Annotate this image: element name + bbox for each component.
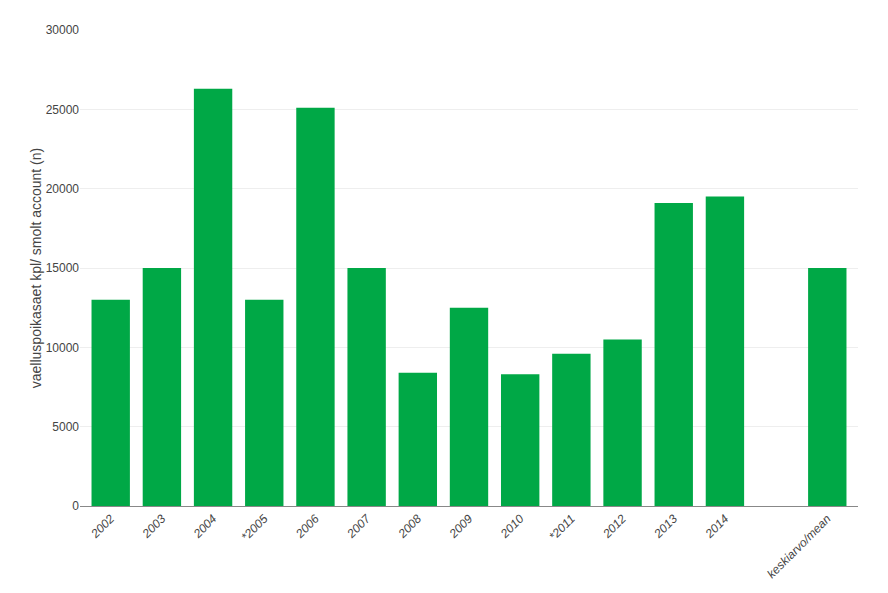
svg-text:keskiarvo/mean: keskiarvo/mean xyxy=(764,512,834,582)
svg-text:2007: 2007 xyxy=(344,511,374,541)
svg-text:2008: 2008 xyxy=(395,512,425,542)
svg-text:*2011: *2011 xyxy=(546,512,577,543)
svg-text:30000: 30000 xyxy=(46,23,80,37)
svg-text:2010: 2010 xyxy=(497,512,527,542)
svg-text:2003: 2003 xyxy=(139,512,169,542)
svg-text:2014: 2014 xyxy=(702,512,732,542)
svg-text:2012: 2012 xyxy=(599,512,629,542)
svg-text:2009: 2009 xyxy=(446,512,476,542)
svg-text:*2005: *2005 xyxy=(239,512,271,544)
svg-text:15000: 15000 xyxy=(46,261,80,275)
svg-text:vaelluspoikasaet kpl/ smolt ac: vaelluspoikasaet kpl/ smolt account (n) xyxy=(28,148,44,388)
svg-text:2006: 2006 xyxy=(292,512,322,542)
svg-text:2013: 2013 xyxy=(651,512,681,542)
svg-text:0: 0 xyxy=(72,499,79,513)
svg-text:25000: 25000 xyxy=(46,103,80,117)
svg-text:20000: 20000 xyxy=(46,182,80,196)
svg-text:10000: 10000 xyxy=(46,341,80,355)
svg-text:2002: 2002 xyxy=(88,512,118,542)
svg-text:5000: 5000 xyxy=(52,420,79,434)
svg-text:2004: 2004 xyxy=(190,512,220,542)
